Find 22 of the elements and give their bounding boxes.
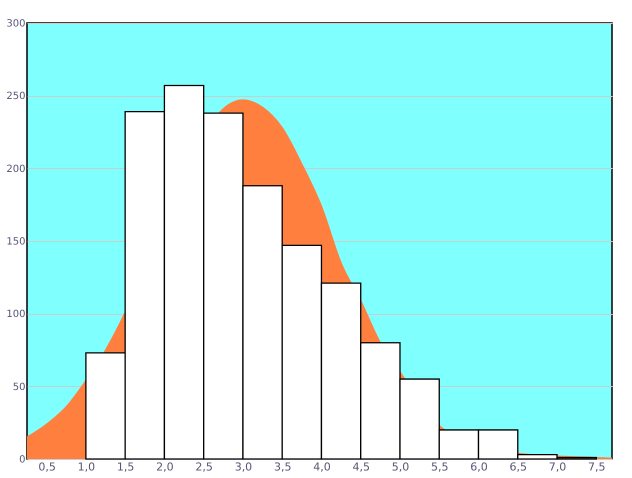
y-tick-label: 300 [6,18,26,30]
x-tick-label: 5,5 [431,460,448,474]
x-tick-label: 3,5 [274,460,292,474]
x-tick-label: 5,0 [392,460,410,474]
x-tick-label: 1,0 [78,460,96,474]
x-tick-label: 4,5 [352,460,370,474]
x-tick-label: 7,5 [588,460,606,474]
y-tick-label: 200 [6,164,26,175]
x-tick-label: 6,0 [470,460,488,474]
y-tick-label: 250 [6,91,26,102]
x-tick-label: 7,0 [548,460,566,474]
x-tick-label: 0,5 [38,460,56,474]
x-tick-label: 2,5 [195,460,213,474]
x-tick-label: 6,5 [510,460,528,474]
x-tick-label: 3,0 [234,460,252,474]
y-tick-label: 50 [12,382,26,393]
y-tick-label: 150 [6,236,26,248]
x-tick-label: 2,0 [156,460,174,474]
x-tick-label: 4,0 [313,460,331,474]
x-tick-label: 1,5 [116,460,134,474]
y-tick-label: 100 [6,309,26,320]
y-tick-label: 0 [19,454,26,466]
